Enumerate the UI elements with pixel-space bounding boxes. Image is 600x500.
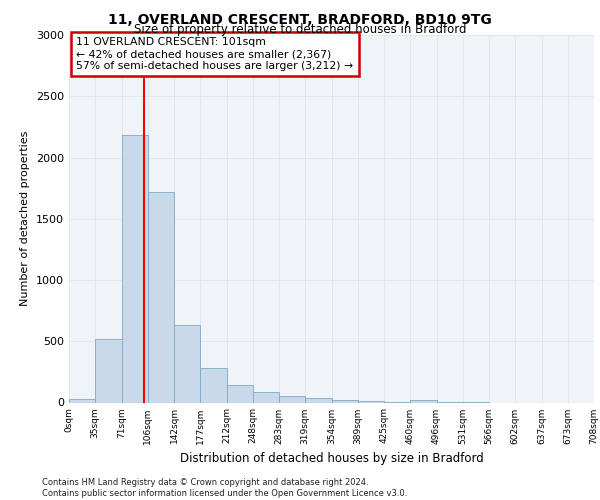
Bar [174, 326, 200, 402]
Bar [279, 396, 305, 402]
Bar [95, 339, 121, 402]
Y-axis label: Number of detached properties: Number of detached properties [20, 131, 31, 306]
Bar [148, 192, 174, 402]
Text: Size of property relative to detached houses in Bradford: Size of property relative to detached ho… [134, 22, 466, 36]
Bar [331, 400, 358, 402]
Text: 11, OVERLAND CRESCENT, BRADFORD, BD10 9TG: 11, OVERLAND CRESCENT, BRADFORD, BD10 9T… [108, 12, 492, 26]
Bar [305, 398, 331, 402]
Bar [121, 136, 148, 402]
Bar [410, 400, 437, 402]
X-axis label: Distribution of detached houses by size in Bradford: Distribution of detached houses by size … [179, 452, 484, 465]
Bar [200, 368, 227, 402]
Bar [69, 399, 95, 402]
Bar [253, 392, 279, 402]
Text: 11 OVERLAND CRESCENT: 101sqm
← 42% of detached houses are smaller (2,367)
57% of: 11 OVERLAND CRESCENT: 101sqm ← 42% of de… [76, 38, 353, 70]
Bar [227, 384, 253, 402]
Text: Contains HM Land Registry data © Crown copyright and database right 2024.
Contai: Contains HM Land Registry data © Crown c… [42, 478, 407, 498]
